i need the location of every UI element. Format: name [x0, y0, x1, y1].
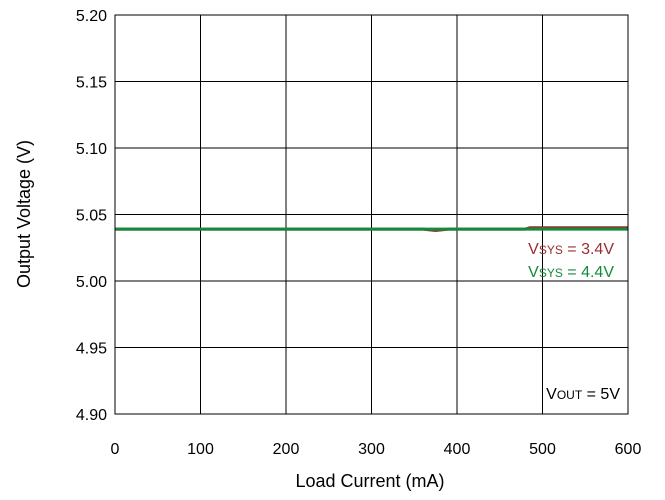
- x-axis-title: Load Current (mA): [295, 471, 444, 491]
- y-axis-title: Output Voltage (V): [14, 140, 34, 288]
- legend: VSYS = 3.4V VSYS = 4.4V: [528, 241, 614, 281]
- x-tick-label: 300: [358, 441, 385, 458]
- x-tick-label: 400: [444, 441, 471, 458]
- x-tick-label: 600: [615, 441, 642, 458]
- grid: [115, 15, 628, 414]
- y-tick-label: 4.95: [76, 341, 107, 358]
- x-tick-label: 100: [187, 441, 214, 458]
- y-tick-label: 5.00: [76, 274, 107, 291]
- x-axis-ticks: 0 100 200 300 400 500 600: [111, 441, 642, 458]
- y-tick-label: 5.15: [76, 75, 107, 92]
- plot-frame: [114, 14, 629, 415]
- legend-entry-vsys-4-4: VSYS = 4.4V: [528, 264, 614, 281]
- y-tick-label: 5.20: [76, 8, 107, 25]
- vout-annotation: VOUT = 5V: [546, 386, 620, 403]
- series-group: [115, 226, 628, 232]
- y-axis-ticks: 4.90 4.95 5.00 5.05 5.10 5.15 5.20: [76, 8, 107, 424]
- legend-entry-vsys-3-4: VSYS = 3.4V: [528, 241, 614, 258]
- y-tick-label: 4.90: [76, 407, 107, 424]
- x-tick-label: 500: [529, 441, 556, 458]
- y-tick-label: 5.05: [76, 208, 107, 225]
- x-tick-label: 200: [273, 441, 300, 458]
- x-tick-label: 0: [111, 441, 120, 458]
- y-tick-label: 5.10: [76, 141, 107, 158]
